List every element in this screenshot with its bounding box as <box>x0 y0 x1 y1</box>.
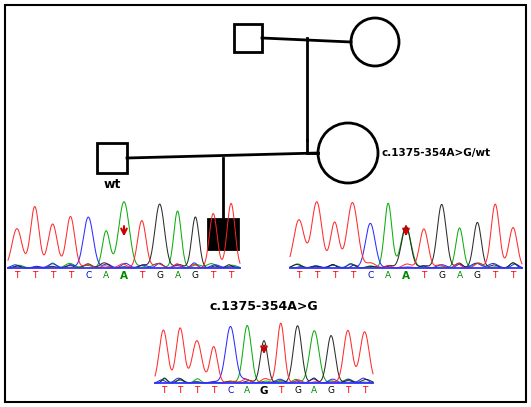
Text: A: A <box>457 271 463 280</box>
Text: T: T <box>493 271 498 280</box>
Text: c.1375-354A>G: c.1375-354A>G <box>210 300 318 313</box>
Text: G: G <box>192 271 199 280</box>
Text: G: G <box>438 271 445 280</box>
Text: T: T <box>211 271 216 280</box>
Text: C: C <box>367 271 373 280</box>
Text: A: A <box>385 271 391 280</box>
Text: A: A <box>120 271 128 281</box>
Text: c.1375-354A>G/wt: c.1375-354A>G/wt <box>382 148 491 158</box>
Text: T: T <box>421 271 426 280</box>
Text: T: T <box>32 271 38 280</box>
Text: A: A <box>103 271 109 280</box>
Text: T: T <box>314 271 320 280</box>
Text: T: T <box>50 271 55 280</box>
Text: A: A <box>175 271 181 280</box>
Text: T: T <box>194 386 200 395</box>
Text: T: T <box>228 271 234 280</box>
Text: C: C <box>85 271 91 280</box>
Text: T: T <box>332 271 337 280</box>
Text: G: G <box>156 271 163 280</box>
Text: wt: wt <box>104 178 121 191</box>
Bar <box>208 219 237 249</box>
Text: A: A <box>244 386 250 395</box>
Bar <box>234 24 262 52</box>
Text: C: C <box>227 386 234 395</box>
Text: T: T <box>296 271 302 280</box>
Text: T: T <box>139 271 144 280</box>
Circle shape <box>351 18 399 66</box>
Text: A: A <box>311 386 318 395</box>
Text: T: T <box>362 386 367 395</box>
Text: T: T <box>510 271 516 280</box>
Text: A: A <box>402 271 410 281</box>
Text: T: T <box>278 386 284 395</box>
Text: T: T <box>177 386 183 395</box>
Text: G: G <box>474 271 481 280</box>
Text: T: T <box>161 386 166 395</box>
Bar <box>97 143 127 173</box>
Text: T: T <box>211 386 216 395</box>
Circle shape <box>318 123 378 183</box>
Text: G: G <box>260 386 268 396</box>
Text: T: T <box>350 271 355 280</box>
Text: T: T <box>68 271 73 280</box>
Text: G: G <box>294 386 301 395</box>
Text: G: G <box>328 386 335 395</box>
Text: T: T <box>14 271 20 280</box>
Text: T: T <box>345 386 350 395</box>
